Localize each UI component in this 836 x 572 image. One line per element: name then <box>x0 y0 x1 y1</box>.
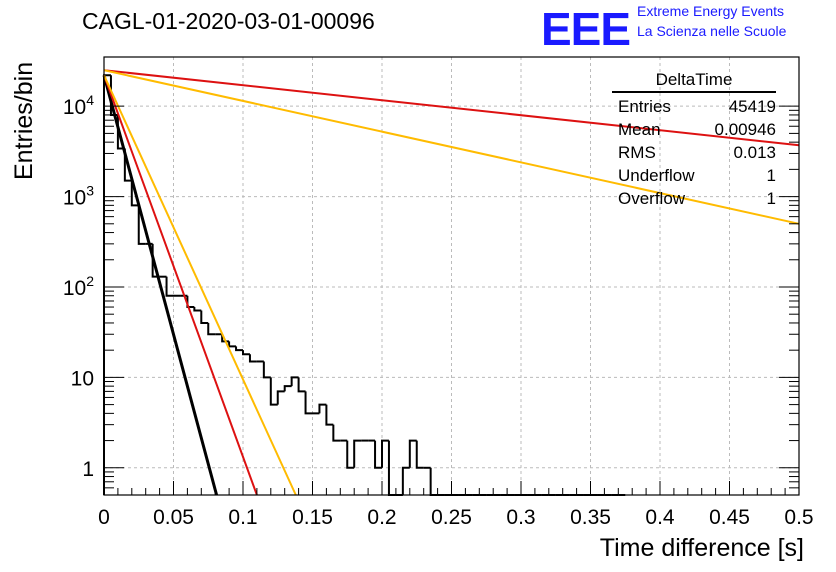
x-tick-label: 0.4 <box>645 506 675 529</box>
x-tick-label: 0.15 <box>292 506 333 529</box>
histogram-bin <box>290 376 299 387</box>
stats-label: Overflow <box>618 189 686 208</box>
histogram-bin <box>408 439 417 468</box>
grid-lines <box>104 57 799 495</box>
histogram-bin <box>269 377 278 406</box>
x-tick-label: 0.2 <box>367 506 396 529</box>
stats-label: Entries <box>618 97 671 116</box>
histogram-bin <box>193 307 202 312</box>
stats-value: 1 <box>766 189 776 208</box>
stats-label: Mean <box>618 120 661 139</box>
axis-ticks <box>103 105 800 496</box>
fit-line <box>103 69 800 147</box>
eee-logo: EEE <box>541 3 631 55</box>
x-tick-label: 0.25 <box>431 506 472 529</box>
histogram-bin <box>297 377 306 393</box>
fit-line <box>103 74 297 496</box>
histogram-bin <box>165 276 174 297</box>
histogram-bin <box>283 385 292 392</box>
fit-line <box>103 69 800 225</box>
fit-lines <box>102 69 800 496</box>
x-tick-label: 0.45 <box>709 506 750 529</box>
histogram-bin <box>262 361 271 379</box>
stats-label: Underflow <box>618 166 695 185</box>
brand-line-2: La Scienza nelle Scuole <box>637 23 787 39</box>
stats-row-entries: Entries 45419 <box>612 95 776 118</box>
stats-title: DeltaTime <box>612 70 776 93</box>
brand-line-1: Extreme Energy Events <box>637 3 785 19</box>
histogram-bin <box>242 350 250 356</box>
y-tick-label: 103 <box>63 183 94 210</box>
histogram-bin <box>228 341 237 348</box>
x-tick-label: 0.05 <box>153 506 194 529</box>
histogram-bin <box>103 74 111 495</box>
x-tick-label: 0 <box>98 506 110 529</box>
histogram-bin <box>276 390 285 405</box>
x-tick-label: 0.35 <box>570 506 611 529</box>
x-tick-label: 0.1 <box>228 506 257 529</box>
stats-value: 0.00946 <box>714 120 776 139</box>
histogram-bin <box>123 148 132 182</box>
x-tick-label: 0.3 <box>506 506 535 529</box>
stats-row-overflow: Overflow 1 <box>612 187 776 210</box>
histogram-bin <box>374 440 382 469</box>
histogram-bars <box>103 74 626 496</box>
fit-line <box>103 74 258 496</box>
chart-title: CAGL-01-2020-03-01-00096 <box>82 8 375 34</box>
stats-label: RMS <box>618 143 656 162</box>
histogram-bin <box>200 310 209 324</box>
histogram-bin <box>332 424 341 442</box>
fit-line <box>102 74 219 496</box>
histogram-bin <box>248 354 257 363</box>
histogram-bin <box>130 180 139 207</box>
histogram-bin <box>318 403 327 414</box>
histogram-bin <box>346 440 355 469</box>
x-tick-label: 0.5 <box>784 506 813 529</box>
histogram-bin <box>207 322 216 336</box>
y-tick-label: 104 <box>63 92 94 119</box>
y-tick-label: 1 <box>82 458 94 481</box>
histogram-bin <box>415 440 424 469</box>
histogram-bin <box>325 404 334 426</box>
stats-row-rms: RMS 0.013 <box>612 141 776 164</box>
x-axis-label: Time difference [s] <box>599 534 804 562</box>
histogram-bin <box>304 391 313 415</box>
histogram-bin <box>353 439 362 468</box>
stats-value: 0.013 <box>733 143 776 162</box>
histogram-bin <box>235 346 243 352</box>
histogram-bin <box>137 205 146 245</box>
y-axis-label: Entries/bin <box>10 61 38 180</box>
y-tick-label: 102 <box>63 273 94 300</box>
histogram-bin <box>221 334 230 343</box>
histogram-bin <box>381 439 389 468</box>
histogram-bin <box>401 466 410 495</box>
stats-row-underflow: Underflow 1 <box>612 164 776 187</box>
stats-value: 1 <box>766 166 776 185</box>
stats-box: DeltaTime Entries 45419 Mean 0.00946 RMS… <box>612 70 776 210</box>
y-tick-label: 10 <box>71 367 94 390</box>
stats-row-mean: Mean 0.00946 <box>612 118 776 141</box>
histogram-bin <box>429 467 438 496</box>
stats-value: 45419 <box>728 97 776 116</box>
